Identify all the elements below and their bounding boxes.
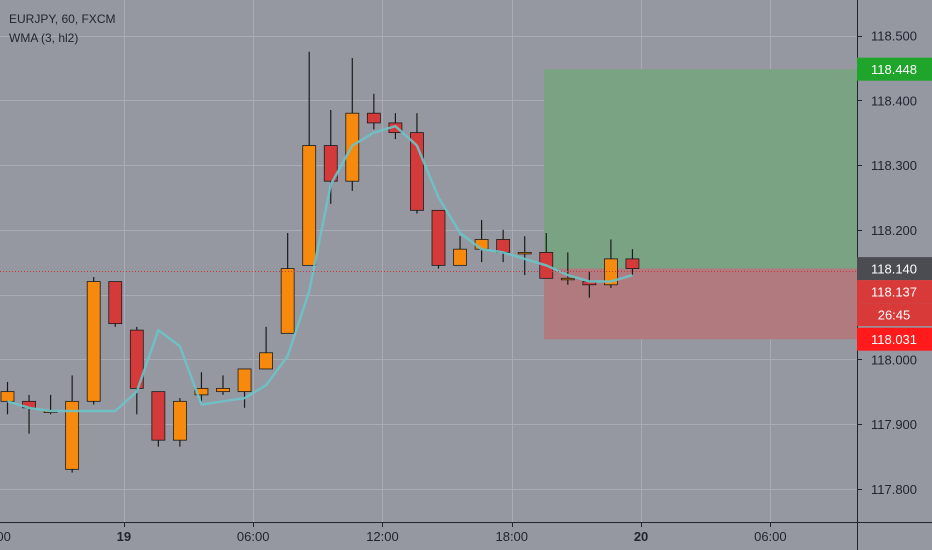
candle-body-up	[560, 277, 575, 281]
profit-zone	[544, 69, 857, 269]
stop-price-badge-text: 118.031	[871, 332, 917, 347]
candle	[194, 372, 209, 402]
last-price-badge-box	[857, 257, 932, 281]
candle-body-down	[431, 209, 446, 266]
price-axis-label: 118.400	[871, 93, 917, 108]
candle	[604, 239, 618, 289]
time-axis-label: 12:00	[366, 529, 399, 544]
candle-body-up	[237, 368, 252, 393]
candle-body-up	[302, 145, 317, 266]
candle	[302, 51, 317, 266]
candle-body-up	[280, 268, 295, 334]
wma-series	[7, 124, 633, 413]
candle-body-down	[151, 391, 166, 441]
time-axis-labels[interactable]: 18:00 19 06:00 12:00 18:00 20 06:00	[0, 522, 787, 544]
candle	[108, 281, 123, 327]
price-axis-label: 117.800	[871, 482, 917, 497]
candle-body-down	[366, 112, 381, 124]
wma-line	[7, 124, 633, 413]
time-axis-label: 20	[634, 529, 648, 544]
time-axis-label: 19	[117, 529, 131, 544]
price-axis-label: 117.900	[871, 417, 917, 432]
candlestick-series	[0, 51, 640, 473]
price-axis-label: 118.200	[871, 223, 917, 238]
candle-body-up	[65, 400, 80, 470]
price-axis-label: 118.500	[871, 29, 917, 44]
price-axis-label: 118.300	[871, 158, 917, 173]
time-axis-label: 06:00	[754, 529, 787, 544]
candle-body-up	[216, 387, 230, 393]
candle-body-down	[323, 145, 338, 182]
candle	[517, 236, 532, 276]
candle-body-up	[453, 248, 467, 266]
candle-body-down	[108, 281, 123, 325]
countdown-badge-text: 26:45	[878, 308, 911, 323]
candle	[280, 232, 295, 334]
symbol-title[interactable]: EURJPY, 60, FXCM	[9, 12, 115, 26]
loss-zone	[544, 268, 857, 340]
candle-body-up	[86, 281, 101, 402]
candle-body-up	[0, 391, 15, 402]
current-price-badge-box	[857, 280, 932, 304]
last-price-badge-text: 118.140	[871, 262, 917, 277]
stop-price-badge-box	[857, 327, 932, 351]
stop-price-badge: 118.031	[857, 327, 932, 351]
candle	[237, 368, 252, 408]
time-axis-label: 18:00	[0, 529, 11, 544]
candle	[216, 375, 230, 395]
candle	[65, 375, 80, 473]
current-price-badge-text: 118.137	[871, 285, 917, 300]
candle-body-up	[194, 387, 209, 396]
time-axis-label: 06:00	[237, 529, 270, 544]
candle-body-up	[517, 252, 532, 255]
current-price-badge: 118.137	[857, 280, 932, 304]
candle-body-up	[172, 400, 187, 441]
candle	[366, 93, 381, 130]
target-price-badge-text: 118.448	[871, 62, 917, 77]
candle-body-down	[625, 258, 640, 270]
candle-body-up	[604, 258, 618, 286]
price-badges: 118.448 118.140 118.137 26:45 118.031	[857, 57, 932, 351]
indicator-title[interactable]: WMA (3, hl2)	[9, 31, 78, 45]
position-zones	[544, 69, 857, 340]
last-price-badge: 118.140	[857, 257, 932, 281]
countdown-badge: 26:45	[857, 303, 932, 327]
candle	[431, 209, 446, 269]
candle	[86, 277, 101, 405]
time-axis-label: 18:00	[495, 529, 528, 544]
candle	[453, 236, 467, 266]
price-axis-label: 118.000	[871, 352, 917, 367]
candle-body-up	[259, 352, 274, 370]
countdown-badge-box	[857, 303, 932, 327]
candle	[625, 249, 640, 276]
candle	[560, 252, 575, 285]
target-price-badge-box	[857, 57, 932, 81]
candle	[259, 326, 274, 370]
target-price-badge: 118.448	[857, 57, 932, 81]
candle	[151, 391, 166, 447]
candle	[172, 398, 187, 447]
